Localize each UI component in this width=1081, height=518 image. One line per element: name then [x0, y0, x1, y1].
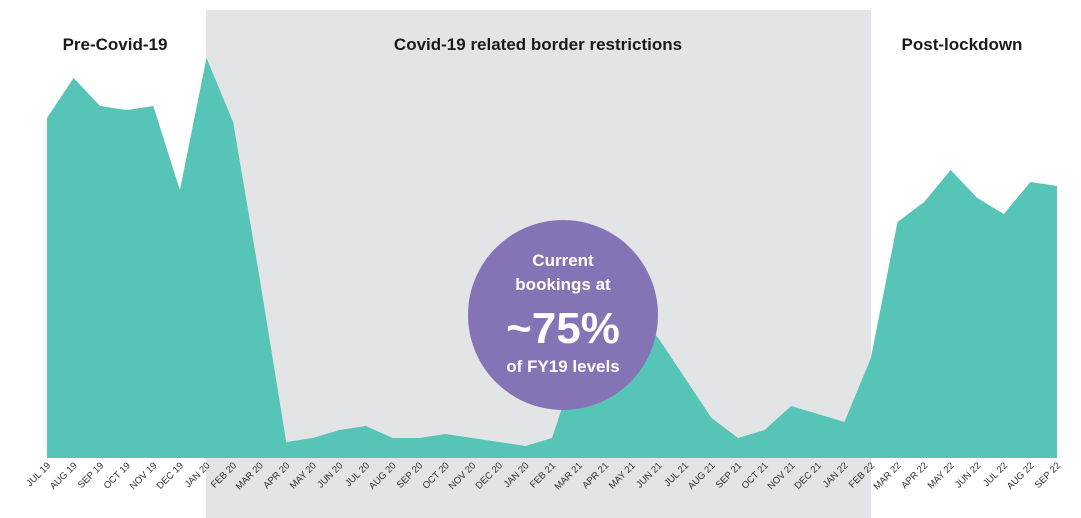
- x-tick-label: AUG 22: [1005, 460, 1037, 492]
- x-tick-label: AUG 19: [48, 460, 80, 492]
- x-tick-label: MAR 22: [872, 460, 904, 492]
- x-tick-label: SEP 22: [1033, 460, 1063, 490]
- x-tick-label: DEC 19: [155, 460, 186, 491]
- x-tick-label: JUN 22: [953, 460, 983, 490]
- bookings-callout: Current bookings at ~75% of FY19 levels: [468, 220, 658, 410]
- x-tick-label: MAY 22: [926, 460, 957, 491]
- callout-circle: [468, 220, 658, 410]
- period-label-pre-covid: Pre-Covid-19: [63, 35, 168, 54]
- callout-line-bookings-at: bookings at: [515, 275, 611, 294]
- x-tick-label: NOV 19: [128, 460, 160, 492]
- bookings-area: [47, 58, 1057, 458]
- callout-line-current: Current: [532, 251, 594, 270]
- callout-line-fy19: of FY19 levels: [506, 357, 619, 376]
- x-tick-label: APR 22: [899, 460, 930, 491]
- period-label-post-lockdown: Post-lockdown: [902, 35, 1023, 54]
- callout-value: ~75%: [506, 304, 620, 353]
- x-tick-label: SEP 19: [76, 460, 106, 490]
- period-label-covid-restrictions: Covid-19 related border restrictions: [394, 35, 682, 54]
- x-tick-label: OCT 19: [102, 460, 133, 491]
